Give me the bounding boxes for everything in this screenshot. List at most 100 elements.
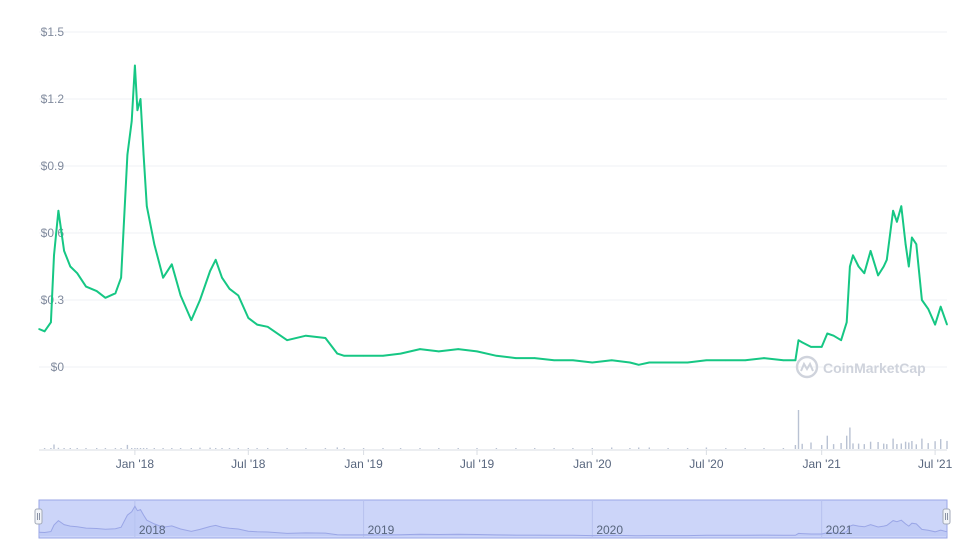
volume-bar [362, 448, 365, 449]
price-point [104, 297, 107, 299]
price-point [911, 236, 913, 239]
price-point [515, 357, 517, 359]
navigator-area [39, 506, 947, 536]
price-point [857, 265, 860, 268]
price-point [882, 265, 885, 268]
price-point [190, 319, 193, 321]
volume-bar [686, 448, 689, 449]
volume-bar [43, 448, 46, 449]
y-tick-label: $1.5 [41, 25, 65, 39]
price-point [95, 290, 98, 292]
x-tick-label: Jan '19 [344, 457, 383, 471]
price-point [553, 359, 555, 362]
x-tick-label: Jan '21 [803, 457, 842, 471]
price-point [863, 272, 866, 275]
volume-bar [457, 448, 459, 449]
volume-bar [832, 444, 835, 449]
volume-bar [247, 448, 249, 449]
price-point [869, 250, 872, 252]
price-point [228, 288, 231, 290]
navigator-year-label: 2021 [826, 523, 853, 537]
price-point [43, 330, 46, 333]
volume-bar [801, 443, 803, 449]
y-tick-label: $1.2 [41, 92, 65, 106]
volume-bar [572, 448, 574, 449]
price-point [53, 254, 55, 257]
price-point [832, 334, 835, 337]
volume-bar [50, 448, 52, 449]
price-point [286, 339, 288, 342]
price-point [362, 355, 365, 357]
navigator-left-handle[interactable] [34, 508, 43, 525]
grid-lines [39, 31, 947, 368]
volume-bar [221, 448, 223, 449]
volume-bar [343, 448, 345, 449]
volume-bar [667, 448, 669, 449]
price-point [142, 154, 145, 156]
price-point [629, 361, 631, 364]
price-point [76, 272, 78, 275]
volume-bar [908, 442, 910, 449]
volume-bar [286, 448, 288, 449]
navigator-line [38, 505, 948, 537]
price-point [852, 254, 854, 257]
price-point [744, 359, 746, 362]
volume-bar [877, 442, 879, 449]
volume-bar [946, 440, 948, 449]
price-point [797, 339, 800, 342]
price-point [382, 355, 384, 357]
price-point [438, 350, 440, 353]
price-point [50, 321, 52, 324]
price-point [85, 285, 87, 288]
volume-bar [911, 441, 913, 449]
volume-bar [162, 448, 164, 449]
price-point [610, 359, 613, 362]
price-point [826, 332, 829, 335]
volume-bars [43, 410, 948, 449]
price-point [179, 294, 182, 297]
price-point [686, 361, 689, 364]
price-point [457, 348, 460, 350]
price-point [763, 357, 765, 359]
volume-bar [104, 448, 107, 449]
price-point [126, 154, 129, 156]
navigator-year-label: 2018 [139, 523, 166, 537]
volume-bar [797, 410, 800, 449]
volume-bar [826, 435, 828, 449]
volume-bar [69, 448, 71, 449]
price-point [705, 359, 708, 362]
price-point [266, 326, 269, 328]
volume-bar [228, 448, 231, 449]
volume-bar [821, 445, 823, 449]
price-point [171, 263, 173, 266]
price-point [237, 294, 240, 297]
price-point [419, 348, 421, 350]
x-tick-label: Jul '20 [689, 457, 724, 471]
x-tick-label: Jul '18 [231, 457, 266, 471]
x-tick-label: Jul '19 [460, 457, 495, 471]
price-point [139, 98, 142, 100]
volume-bar [591, 448, 593, 449]
volume-bar [515, 448, 517, 449]
navigator-right-handle[interactable] [942, 508, 951, 525]
plot-area [38, 64, 948, 366]
volume-bar [476, 448, 478, 449]
volume-bar [840, 443, 842, 449]
price-point [934, 323, 936, 326]
price-point [114, 292, 117, 295]
volume-bar [869, 441, 872, 449]
price-point [134, 64, 136, 67]
volume-bar [934, 441, 936, 449]
range-navigator[interactable]: 2018 2019 2020 2021 [34, 499, 951, 539]
price-point [810, 346, 812, 348]
volume-bar [237, 448, 239, 449]
volume-bar [153, 448, 155, 449]
price-point [572, 359, 574, 362]
price-point [476, 350, 478, 353]
price-point [939, 305, 942, 308]
price-point [908, 265, 910, 268]
price-point [591, 361, 594, 364]
volume-bar [142, 448, 145, 449]
price-point [495, 355, 498, 357]
price-point [221, 276, 223, 279]
